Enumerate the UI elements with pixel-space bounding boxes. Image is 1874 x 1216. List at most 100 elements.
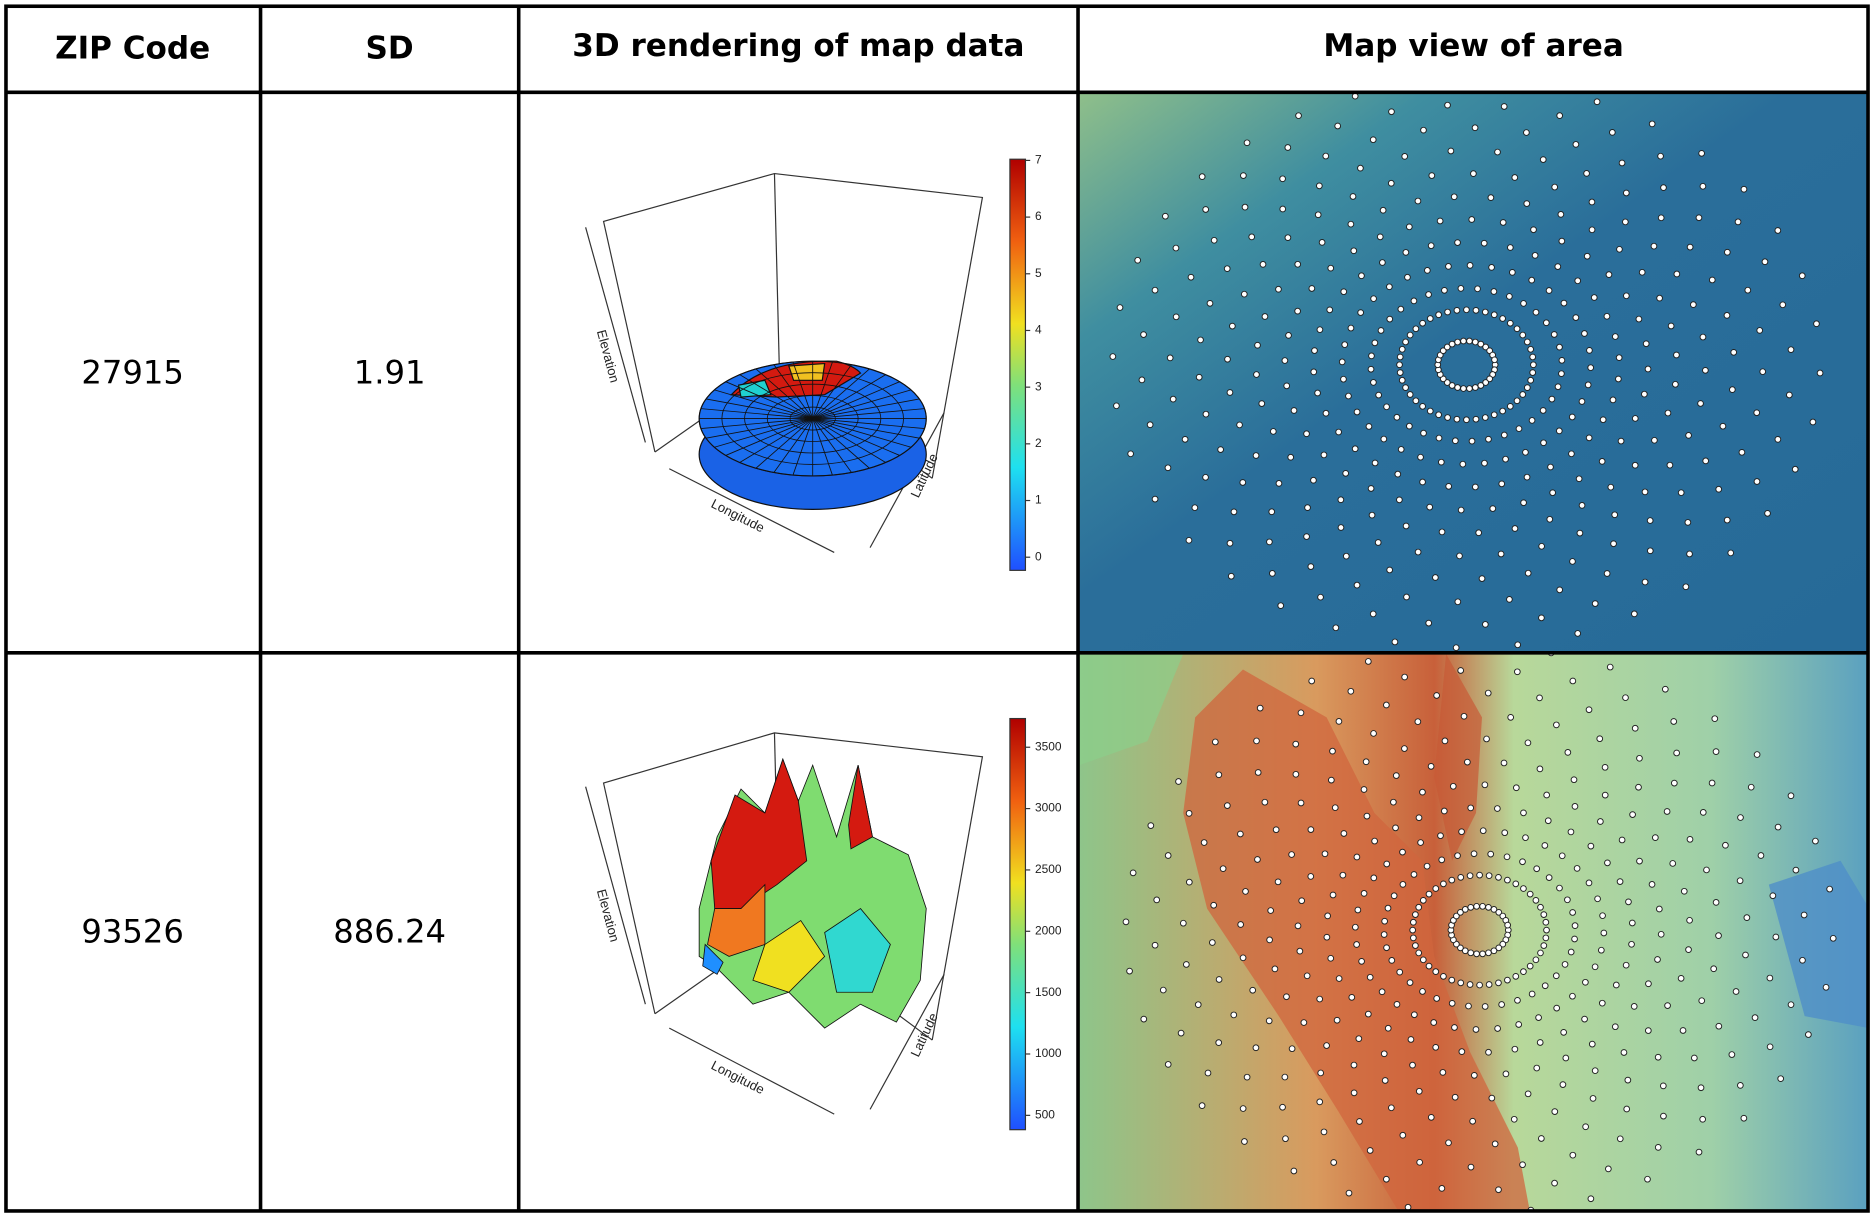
sample-point bbox=[1557, 587, 1563, 593]
sample-point bbox=[1616, 376, 1622, 382]
sample-point bbox=[1741, 186, 1747, 192]
sample-point bbox=[1141, 1016, 1147, 1022]
sample-point bbox=[1514, 669, 1520, 675]
sample-point bbox=[1698, 401, 1704, 407]
sample-point bbox=[1473, 1027, 1479, 1033]
sample-point bbox=[1512, 175, 1518, 181]
sample-point bbox=[1455, 853, 1461, 859]
sample-point bbox=[1192, 505, 1198, 511]
sample-point bbox=[1394, 414, 1400, 420]
sample-point bbox=[1338, 525, 1344, 531]
sample-point bbox=[1830, 935, 1836, 941]
sample-point bbox=[1534, 1065, 1540, 1071]
sample-point bbox=[1535, 85, 1541, 91]
sample-point bbox=[1397, 497, 1403, 503]
sample-point bbox=[1276, 286, 1282, 292]
sample-point bbox=[1737, 1083, 1743, 1089]
sample-point bbox=[1482, 622, 1488, 628]
sample-point bbox=[1525, 1091, 1531, 1097]
sample-point bbox=[1575, 278, 1581, 284]
sample-point bbox=[1165, 853, 1171, 859]
sample-point bbox=[1328, 777, 1334, 783]
sample-point bbox=[1489, 265, 1495, 271]
sample-point bbox=[1775, 824, 1781, 830]
sample-point bbox=[1416, 1088, 1422, 1094]
sample-point bbox=[1268, 908, 1274, 914]
sample-point bbox=[1186, 537, 1192, 543]
sample-point bbox=[1398, 306, 1404, 312]
sample-point bbox=[1349, 994, 1355, 1000]
sample-point bbox=[1259, 401, 1265, 407]
sample-point bbox=[1660, 1083, 1666, 1089]
sample-point bbox=[1291, 1168, 1297, 1174]
sample-point bbox=[1594, 99, 1600, 105]
sample-point bbox=[1502, 830, 1508, 836]
sample-point bbox=[1554, 722, 1560, 728]
sample-point bbox=[1293, 771, 1299, 777]
sample-point bbox=[1788, 793, 1794, 799]
axis-arrow bbox=[586, 787, 646, 1005]
sample-point bbox=[1555, 384, 1561, 390]
sample-point bbox=[1572, 936, 1578, 942]
sample-point bbox=[1514, 326, 1520, 332]
sample-point bbox=[1501, 760, 1507, 766]
colorbar-tick-label: 500 bbox=[1035, 1107, 1055, 1121]
sample-point bbox=[1754, 752, 1760, 758]
sample-point bbox=[1533, 957, 1539, 963]
sample-point bbox=[1546, 288, 1552, 294]
sample-point bbox=[1589, 199, 1595, 205]
sample-point bbox=[1273, 827, 1279, 833]
sample-point bbox=[1699, 151, 1705, 157]
sample-point bbox=[1458, 874, 1464, 880]
sample-point bbox=[1508, 715, 1514, 721]
sample-point bbox=[1618, 438, 1624, 444]
sample-point bbox=[1523, 449, 1529, 455]
sample-point bbox=[1408, 1037, 1414, 1043]
sample-point bbox=[1330, 748, 1336, 754]
sample-point bbox=[1436, 412, 1442, 418]
sample-point bbox=[1160, 987, 1166, 993]
sample-point bbox=[1569, 414, 1575, 420]
sample-point bbox=[1304, 431, 1310, 437]
sample-point bbox=[1612, 512, 1618, 518]
sample-point bbox=[1241, 291, 1247, 297]
sample-point bbox=[1413, 912, 1419, 918]
sample-point bbox=[1224, 266, 1230, 272]
sample-point bbox=[1639, 269, 1645, 275]
sample-point bbox=[1575, 631, 1581, 637]
sample-point bbox=[1617, 1136, 1623, 1142]
sample-point bbox=[1477, 982, 1483, 988]
sample-point bbox=[1467, 873, 1473, 879]
sample-point bbox=[1512, 526, 1518, 532]
sample-point bbox=[1728, 550, 1734, 556]
sample-point bbox=[1377, 234, 1383, 240]
sample-point bbox=[1461, 386, 1467, 392]
sample-point bbox=[1619, 160, 1625, 166]
sample-point bbox=[1709, 277, 1715, 283]
colorbar-tick-label: 2500 bbox=[1035, 862, 1062, 876]
sample-point bbox=[1455, 240, 1461, 246]
sample-point bbox=[1383, 1176, 1389, 1182]
sample-point bbox=[1308, 827, 1314, 833]
sample-point bbox=[1608, 484, 1614, 490]
sample-point bbox=[1509, 270, 1515, 276]
sample-point bbox=[1331, 1160, 1337, 1166]
sample-point bbox=[1559, 853, 1565, 859]
sample-point bbox=[1402, 674, 1408, 680]
sample-point bbox=[1541, 440, 1547, 446]
sample-point bbox=[1649, 882, 1655, 888]
sample-point bbox=[1524, 130, 1530, 136]
sample-point bbox=[1426, 891, 1432, 897]
sample-point bbox=[1471, 1072, 1477, 1078]
sample-point bbox=[1270, 429, 1276, 435]
sample-point bbox=[1631, 611, 1637, 617]
sample-point bbox=[1631, 1004, 1637, 1010]
sample-point bbox=[1351, 248, 1357, 254]
sample-point bbox=[1371, 875, 1377, 881]
sample-point bbox=[1491, 412, 1497, 418]
sample-point bbox=[1411, 872, 1417, 878]
sample-point bbox=[1295, 261, 1301, 267]
sample-point bbox=[1449, 341, 1455, 347]
sample-point bbox=[1713, 749, 1719, 755]
sample-point bbox=[1743, 952, 1749, 958]
